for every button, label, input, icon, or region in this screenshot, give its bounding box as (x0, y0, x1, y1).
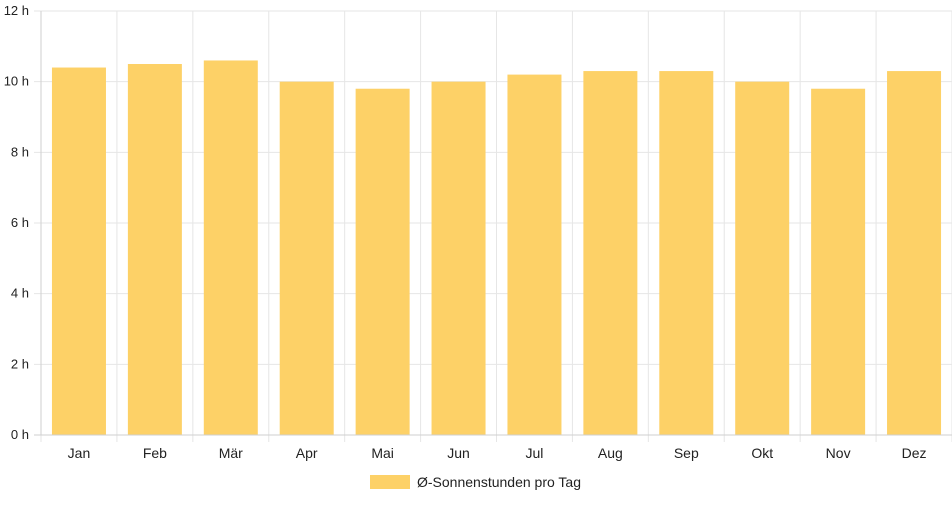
legend-swatch[interactable] (370, 475, 410, 489)
legend[interactable]: Ø-Sonnenstunden pro Tag (370, 474, 581, 490)
bar-Aug[interactable] (583, 71, 638, 436)
x-tick-label: Jan (68, 445, 91, 461)
bar-Jun[interactable] (431, 81, 486, 436)
x-tick-label: Apr (296, 445, 318, 461)
bar-Jan[interactable] (51, 67, 106, 436)
y-tick-label: 2 h (11, 356, 29, 371)
bars (51, 60, 942, 436)
x-tick-label: Mai (371, 445, 394, 461)
bar-Jul[interactable] (507, 74, 562, 435)
bar-Mai[interactable] (355, 88, 410, 435)
bar-Mär[interactable] (203, 60, 258, 435)
axes: 0 h 2 h 4 h 6 h 8 h 10 h 12 h Jan Feb Mär Apr Mai Ju… (4, 3, 952, 461)
x-tick-label: Mär (219, 445, 243, 461)
y-tick-label: 10 h (4, 74, 29, 89)
x-tick-label: Nov (826, 445, 851, 461)
x-tick-label: Dez (902, 445, 927, 461)
x-tick-label: Okt (751, 445, 773, 461)
x-tick-label: Jun (447, 445, 470, 461)
y-tick-label: 4 h (11, 286, 29, 301)
bar-Okt[interactable] (735, 81, 790, 436)
grid-lines (34, 10, 952, 442)
legend-label[interactable]: Ø-Sonnenstunden pro Tag (417, 474, 581, 490)
y-tick-label: 6 h (11, 215, 29, 230)
bar-Nov[interactable] (811, 88, 866, 435)
x-tick-label: Aug (598, 445, 623, 461)
y-tick-label: 12 h (4, 3, 29, 18)
bar-Feb[interactable] (127, 64, 182, 435)
x-tick-label: Feb (143, 445, 167, 461)
y-tick-label: 8 h (11, 144, 29, 159)
bar-Sep[interactable] (659, 71, 714, 436)
x-tick-label: Jul (526, 445, 544, 461)
y-tick-label: 0 h (11, 427, 29, 442)
x-tick-label: Sep (674, 445, 699, 461)
bar-Apr[interactable] (279, 81, 334, 436)
bar-Dez[interactable] (887, 71, 942, 436)
